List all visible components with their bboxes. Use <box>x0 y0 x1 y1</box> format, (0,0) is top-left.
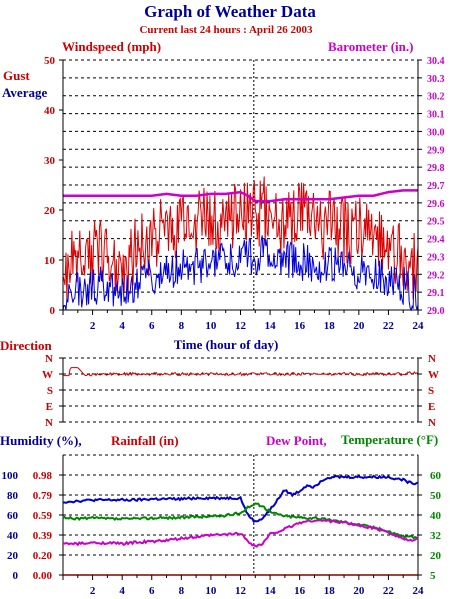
wind-x-tick-label: 8 <box>179 320 185 332</box>
temperature-series <box>62 502 419 540</box>
rainfall-tick-label: 0.79 <box>33 490 53 502</box>
env-x-tick-label: 6 <box>149 585 155 597</box>
wind-chart: 0 10 20 30 40 50 29.0 29.1 29.2 29.3 29.4 29.5 29.6 2… <box>44 55 445 332</box>
env-x-tick-label: 20 <box>353 585 365 597</box>
wind-right-tick-label: 29.9 <box>427 145 445 156</box>
wind-right-tick-label: 29.1 <box>427 288 445 299</box>
wind-right-tick-label: 30.4 <box>427 56 445 67</box>
wind-x-tick-label: 12 <box>235 320 247 332</box>
wind-left-tick-label: 0 <box>50 305 56 317</box>
wind-right-tick-label: 30.0 <box>427 127 445 138</box>
wind-x-tick-label: 4 <box>119 320 125 332</box>
gust-legend: Gust <box>3 68 30 83</box>
env-x-tick-label: 12 <box>235 585 247 597</box>
wind-x-tick-label: 22 <box>383 320 395 332</box>
wind-right-tick-label: 29.7 <box>427 181 445 192</box>
temperature-tick-label: 20 <box>430 550 442 562</box>
direction-left-label: W <box>42 369 53 381</box>
wind-right-tick-label: 29.5 <box>427 217 445 228</box>
wind-right-tick-label: 29.6 <box>427 199 445 210</box>
barometer-legend: Barometer (in.) <box>328 39 413 54</box>
humidity-tick-label: 60 <box>7 510 19 522</box>
env-x-tick-label: 10 <box>205 585 217 597</box>
rainfall-legend: Rainfall (in) <box>111 433 179 448</box>
barometer-series <box>63 189 418 203</box>
windspeed-legend: Windspeed (mph) <box>62 39 161 54</box>
humidity-temperature-chart: 0 20 40 60 80 100 0.00 0.20 0.39 0.59 0.79 0.98 5 20 3… <box>2 454 442 597</box>
humidity-tick-label: 20 <box>7 550 19 562</box>
dewpoint-series <box>62 519 419 548</box>
direction-right-label: E <box>428 401 435 413</box>
env-x-tick-label: 18 <box>324 585 336 597</box>
wind-right-tick-label: 29.8 <box>427 163 445 174</box>
rainfall-tick-label: 0.20 <box>33 550 53 562</box>
temperature-tick-label: 5 <box>430 570 436 582</box>
direction-left-label: S <box>47 385 53 397</box>
page-title: Graph of Weather Data <box>144 2 316 21</box>
humidity-tick-label: 100 <box>2 470 19 482</box>
humidity-series <box>62 474 419 524</box>
humidity-legend: Humidity (%), <box>0 433 82 448</box>
average-series <box>62 235 419 312</box>
wind-right-tick-label: 29.0 <box>427 306 445 317</box>
env-x-tick-label: 2 <box>90 585 96 597</box>
humidity-tick-label: 0 <box>13 570 19 582</box>
wind-x-tick-label: 2 <box>90 320 96 332</box>
wind-left-tick-label: 40 <box>44 105 56 117</box>
direction-series <box>63 367 419 377</box>
rainfall-tick-label: 0.00 <box>33 570 53 582</box>
env-x-tick-label: 4 <box>119 585 125 597</box>
wind-left-tick-label: 10 <box>44 255 56 267</box>
wind-right-tick-label: 29.3 <box>427 252 445 263</box>
rainfall-tick-label: 0.59 <box>33 510 53 522</box>
direction-label: Direction <box>0 338 53 353</box>
time-axis-label: Time (hour of day) <box>174 337 279 352</box>
env-x-tick-label: 24 <box>413 585 425 597</box>
wind-x-tick-label: 16 <box>294 320 306 332</box>
wind-left-tick-label: 20 <box>44 205 56 217</box>
humidity-tick-label: 40 <box>7 530 19 542</box>
wind-x-tick-label: 6 <box>149 320 155 332</box>
wind-right-tick-label: 30.2 <box>427 92 445 103</box>
wind-right-tick-label: 29.4 <box>427 235 445 246</box>
page-subtitle: Current last 24 hours : April 26 2003 <box>139 24 313 36</box>
wind-right-tick-label: 30.3 <box>427 74 445 85</box>
direction-chart: N NW WS SE EN N <box>42 353 439 429</box>
wind-x-tick-label: 24 <box>413 320 425 332</box>
env-x-tick-label: 14 <box>265 585 277 597</box>
direction-right-label: N <box>428 417 436 429</box>
wind-x-tick-label: 18 <box>324 320 336 332</box>
direction-right-label: N <box>428 353 436 365</box>
rainfall-tick-label: 0.39 <box>33 530 53 542</box>
direction-right-label: S <box>428 385 434 397</box>
wind-left-tick-label: 50 <box>44 55 56 67</box>
wind-x-tick-label: 10 <box>205 320 217 332</box>
env-x-tick-label: 16 <box>294 585 306 597</box>
direction-right-label: W <box>428 369 439 381</box>
env-x-tick-label: 22 <box>383 585 395 597</box>
temperature-legend: Temperature (°F) <box>341 432 438 447</box>
env-x-tick-label: 8 <box>179 585 185 597</box>
humidity-tick-label: 80 <box>7 490 19 502</box>
direction-left-label: N <box>45 353 53 365</box>
direction-left-label: E <box>46 401 53 413</box>
wind-x-tick-label: 20 <box>353 320 365 332</box>
wind-x-tick-label: 14 <box>265 320 277 332</box>
wind-right-tick-label: 29.2 <box>427 270 445 281</box>
rainfall-tick-label: 0.98 <box>33 470 53 482</box>
direction-left-label: N <box>45 417 53 429</box>
dewpoint-legend: Dew Point, <box>266 433 327 448</box>
average-legend: Average <box>2 85 47 100</box>
temperature-tick-label: 60 <box>430 470 442 482</box>
wind-right-tick-label: 30.1 <box>427 110 445 121</box>
temperature-tick-label: 40 <box>430 510 442 522</box>
temperature-tick-label: 50 <box>430 490 442 502</box>
temperature-tick-label: 32 <box>430 530 442 542</box>
wind-left-tick-label: 30 <box>44 155 56 167</box>
